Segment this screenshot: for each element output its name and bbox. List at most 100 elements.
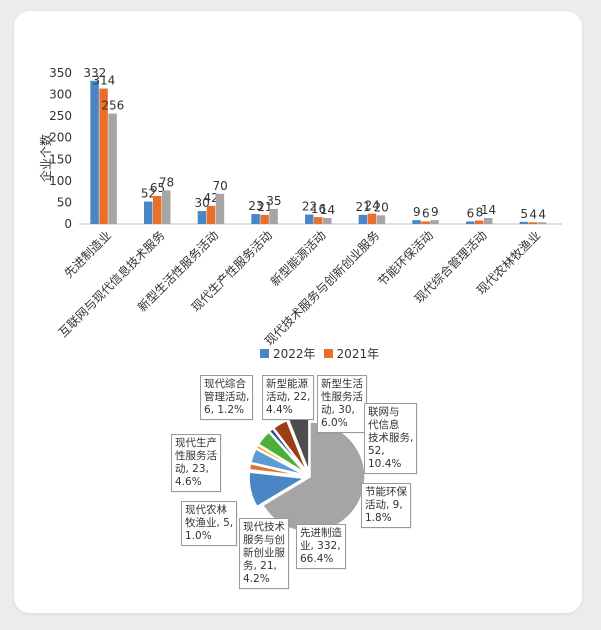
bar-3-2 (269, 208, 278, 224)
bar-value-label: 256 (101, 99, 124, 113)
pie-label-line: 1.0% (185, 530, 212, 542)
bar-value-label: 4 (529, 207, 537, 221)
bar-value-label: 24 (365, 199, 380, 213)
pie-slice-1 (248, 471, 307, 508)
bar-value-label: 5 (520, 207, 528, 221)
pie-label-line: 现代技术 (243, 521, 285, 533)
pie-label-internet: 联网与 代信息 技术服务, 52, 10.4% (364, 403, 418, 474)
bar-value-label: 30 (195, 196, 210, 210)
pie-label-eco: 节能环保 活动, 9, 1.8% (361, 483, 411, 528)
legend-swatch-2022 (260, 349, 269, 358)
bar-1-1 (153, 195, 162, 224)
pie-label-line: 联网与 (368, 406, 400, 418)
bar-value-label: 23 (248, 199, 263, 213)
pie-label-line: 4.2% (243, 573, 270, 585)
bar-value-label: 78 (159, 175, 174, 189)
pie-label-line: 新型生活 (321, 378, 363, 390)
y-tick-label: 0 (64, 217, 72, 231)
bar-value-label: 14 (481, 203, 496, 217)
category-label: 互联网与现代信息技术服务 (55, 228, 167, 340)
category-label: 现代技术服务与创新创业服务 (261, 228, 382, 349)
bar-0-0 (90, 80, 99, 224)
bar-8-2 (537, 222, 547, 224)
bar-5-1 (367, 213, 377, 224)
pie-label-production: 现代生产 性服务活 动, 23, 4.6% (171, 434, 221, 492)
pie-label-line: 新型能源 (266, 378, 308, 390)
y-tick-label: 50 (57, 195, 72, 209)
pie-label-mfg: 先进制造 业, 332, 66.4% (296, 524, 346, 569)
pie-label-line: 新创业服 (243, 547, 285, 559)
bar-1-0 (144, 201, 153, 224)
bar-value-label: 21 (257, 200, 272, 214)
pie-slice-7 (272, 419, 308, 473)
bar-8-0 (519, 221, 529, 224)
bar-value-label: 52 (141, 187, 156, 201)
bar-4-2 (323, 217, 332, 224)
pie-label-line: 管理活动, (204, 391, 250, 403)
bar-0-1 (99, 88, 108, 224)
bar-5-0 (358, 214, 368, 224)
bar-3-1 (260, 214, 269, 224)
bar-6-2 (430, 220, 439, 224)
pie-label-line: 务, 21, (243, 560, 277, 572)
bar-3-0 (251, 214, 260, 224)
bar-2-1 (206, 205, 216, 224)
pie-label-line: 活动, 9, (365, 499, 403, 511)
pie-label-line: 现代生产 (175, 437, 217, 449)
pie-label-line: 6, 1.2% (204, 404, 245, 416)
pie-label-mgmt: 现代综合 管理活动, 6, 1.2% (200, 375, 254, 420)
pie-slice-5 (257, 431, 306, 474)
legend-item-2021: 2021年 (323, 345, 380, 362)
pie-label-line: 现代农林 (185, 504, 227, 516)
pie-label-agri: 现代农林 牧渔业, 5, 1.0% (181, 501, 238, 546)
category-label: 新型能源活动 (267, 228, 329, 290)
bar-value-label: 22 (302, 200, 317, 214)
pie-label-line: 动, 23, (175, 463, 209, 475)
legend-label-2021: 2021年 (336, 347, 380, 361)
bar-2-2 (215, 193, 225, 224)
pie-label-line: 性服务活 (321, 391, 363, 403)
bar-4-0 (305, 214, 314, 224)
bar-value-label: 6 (422, 206, 430, 220)
bar-value-label: 9 (431, 205, 439, 219)
y-tick-label: 300 (49, 88, 72, 102)
chart-card: 0 50 100 150 200 250 300 350 企业个数 332 314 256 先进制造业 5… (14, 11, 582, 613)
bar-7-1 (475, 220, 484, 224)
pie-label-line: 4.6% (175, 476, 202, 488)
y-tick-label: 150 (49, 152, 72, 166)
bar-2-0 (197, 211, 207, 224)
bar-value-label: 8 (476, 206, 484, 220)
bar-6-0 (412, 220, 421, 224)
pie-label-line: 技术服务, (368, 432, 414, 444)
y-tick-label: 100 (49, 174, 72, 188)
pie-label-line: 代信息 (368, 419, 400, 431)
pie-slice-2 (248, 462, 305, 477)
bar-value-label: 21 (356, 200, 371, 214)
pie-label-energy: 新型能源 活动, 22, 4.4% (262, 375, 315, 420)
legend-label-2022: 2022年 (273, 347, 316, 361)
pie-slice-3 (249, 447, 305, 476)
pie-label-tech: 现代技术 服务与创 新创业服 务, 21, 4.2% (239, 518, 289, 589)
pie-label-line: 先进制造 (300, 527, 342, 539)
pie-label-line: 服务与创 (243, 534, 285, 546)
pie-label-line: 性服务活 (175, 450, 217, 462)
y-axis-label: 企业个数 (38, 134, 53, 182)
bar-6-1 (421, 221, 430, 224)
pie-label-line: 10.4% (368, 458, 402, 470)
bar-4-1 (314, 217, 323, 224)
bar-value-label: 9 (413, 205, 421, 219)
bar-value-label: 42 (204, 191, 219, 205)
pie-label-line: 66.4% (300, 553, 334, 565)
bar-7-0 (466, 221, 475, 224)
bar-value-label: 4 (538, 207, 546, 221)
legend-swatch-2021 (323, 349, 333, 358)
pie-label-line: 1.8% (365, 512, 392, 524)
pie-label-line: 6.0% (321, 417, 348, 429)
pie-slice-6 (268, 427, 307, 473)
pie-label-line: 52, (368, 445, 385, 457)
pie-label-line: 业, 332, (300, 540, 341, 552)
bar-5-2 (376, 215, 386, 224)
pie-label-life: 新型生活 性服务活 动, 30, 6.0% (317, 375, 367, 433)
pie-label-line: 活动, 22, (266, 391, 311, 403)
